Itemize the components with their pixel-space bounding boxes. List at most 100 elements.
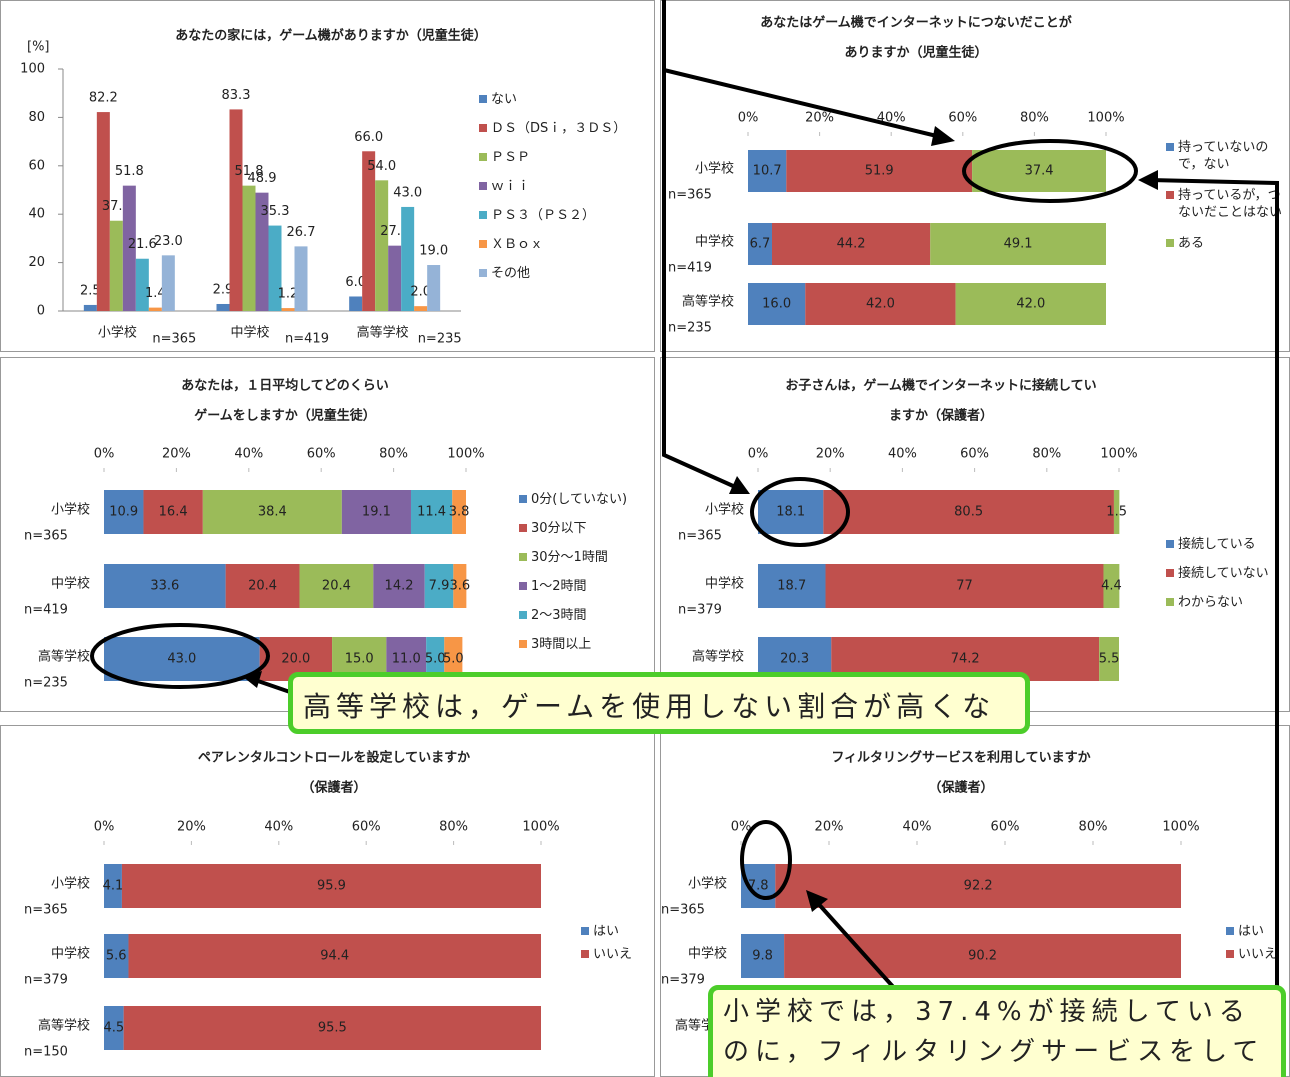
legend-label: ｗｉｉ — [491, 179, 531, 194]
bar-segment — [104, 564, 226, 608]
value-label: 18.1 — [776, 505, 805, 520]
bar — [362, 151, 376, 311]
legend-label: ない — [491, 92, 518, 107]
chart: あなたの家には，ゲーム機がありますか（児童生徒） [%] 0 20 40 60 80 100 小… — [20, 28, 487, 347]
value-label: 19.1 — [362, 505, 391, 520]
legend: はい いいえ — [1226, 923, 1290, 963]
value-label: 2.5 — [80, 283, 101, 298]
value-label: 51.8 — [115, 164, 144, 179]
legend-swatch — [519, 582, 527, 590]
legend-label: いいえ — [1238, 947, 1278, 962]
callout: 高等学校は，ゲームを使用しない割合が高くなる — [288, 672, 1030, 734]
bar-segment — [104, 864, 122, 908]
y-tick-label: 小学校 — [695, 161, 734, 177]
value-label: 66.0 — [354, 130, 383, 145]
x-tick-label: 80% — [1032, 447, 1061, 462]
bar-segment — [426, 637, 445, 681]
legend-swatch — [1226, 927, 1234, 935]
legend-swatch — [519, 640, 527, 648]
x-tick-label: 20% — [805, 111, 834, 126]
y-tick-label: 小学校 — [688, 876, 727, 892]
legend-swatch — [479, 95, 487, 103]
value-label: 42.0 — [866, 297, 895, 312]
bar-segment — [955, 283, 1106, 325]
x-tick-label: 80% — [1020, 111, 1049, 126]
value-label: 1.5 — [1106, 505, 1127, 520]
bar-segment — [771, 223, 931, 265]
x-tick-label: 100% — [1162, 820, 1199, 835]
chart-panel: あなたはゲーム機でインターネットにつないだことが ありますか（児童生徒） 0% 20%… — [660, 0, 1290, 352]
category-note: n=235 — [668, 321, 712, 336]
value-label: 95.5 — [318, 1021, 347, 1036]
value-label: 43.0 — [393, 185, 422, 200]
x-tick-label: 高等学校 — [357, 325, 409, 341]
value-label: 26.7 — [287, 225, 316, 240]
legend-swatch — [581, 950, 589, 958]
bar-segment — [452, 490, 466, 534]
category-note: n=365 — [152, 332, 196, 347]
bar-segment — [104, 934, 129, 978]
legend: はい いいえ — [581, 923, 661, 963]
legend-swatch — [1166, 540, 1174, 548]
chart-title: ゲームをしますか（児童生徒） — [194, 408, 376, 424]
value-label: 20.0 — [281, 652, 310, 667]
y-tick-label: 高等学校 — [682, 294, 734, 310]
chart-title: フィルタリングサービスを利用していますか — [831, 750, 1090, 766]
bar — [281, 308, 295, 311]
legend-item: はい — [581, 923, 661, 940]
legend-label: 接続している — [1178, 537, 1256, 552]
y-tick-label: 60 — [28, 158, 45, 173]
y-tick-label: 高等学校 — [38, 1018, 90, 1034]
legend-swatch — [1226, 950, 1234, 958]
bar — [349, 296, 363, 311]
legend-label: ＰＳ３（ＰＳ２） — [491, 208, 596, 223]
value-label: 10.7 — [753, 164, 782, 179]
value-label: 19.0 — [419, 244, 448, 259]
category-note: n=365 — [668, 188, 712, 203]
callout: 小学校では，37.4%が接続しているのに，フィルタリングサービスをしての — [708, 985, 1286, 1077]
legend-swatch — [519, 611, 527, 619]
x-tick-label: 100% — [1087, 111, 1124, 126]
bar-segment — [424, 564, 454, 608]
y-tick-label: 高等学校 — [692, 649, 744, 665]
bar-segment — [741, 934, 785, 978]
legend: 0分(していない) 30分以下 30分～1時間 1～2時間 2～3時間 3時間以上 — [519, 491, 654, 653]
legend-label: 持っているが，つないだことはない — [1178, 188, 1283, 220]
category-note: n=379 — [678, 603, 722, 618]
category-note: n=235 — [418, 332, 462, 347]
y-tick-label: 中学校 — [705, 576, 744, 592]
bar-segment — [748, 223, 772, 265]
bar — [401, 206, 415, 311]
bar — [216, 303, 230, 311]
bar — [375, 180, 389, 311]
value-label: 3.6 — [450, 579, 471, 594]
y-tick-label: 100 — [20, 62, 45, 77]
value-label: 83.3 — [222, 88, 251, 103]
x-tick-label: 60% — [307, 447, 336, 462]
category-note: n=379 — [24, 973, 68, 988]
x-tick-label: 40% — [234, 447, 263, 462]
x-tick-label: 60% — [352, 820, 381, 835]
x-tick-label: 80% — [439, 820, 468, 835]
bar-segment — [123, 1006, 541, 1050]
legend-label: わからない — [1178, 595, 1244, 610]
x-tick-label: 20% — [815, 820, 844, 835]
bar — [388, 245, 402, 311]
bar — [96, 112, 110, 312]
x-tick-label: 0% — [94, 820, 115, 835]
bar-segment — [1113, 490, 1120, 534]
bar — [242, 185, 256, 311]
value-label: 20.4 — [248, 579, 277, 594]
value-label: 5.6 — [106, 949, 127, 964]
value-label: 1.2 — [278, 287, 299, 302]
legend-item: ＤＳ（DSｉ，３ＤＳ） — [479, 120, 649, 137]
bar-segment — [225, 564, 300, 608]
value-label: 74.2 — [951, 652, 980, 667]
x-tick-label: 100% — [522, 820, 559, 835]
bar-segment — [121, 864, 542, 908]
value-label: 4.1 — [103, 879, 124, 894]
bar-segment — [373, 564, 425, 608]
bar-segment — [825, 564, 1104, 608]
